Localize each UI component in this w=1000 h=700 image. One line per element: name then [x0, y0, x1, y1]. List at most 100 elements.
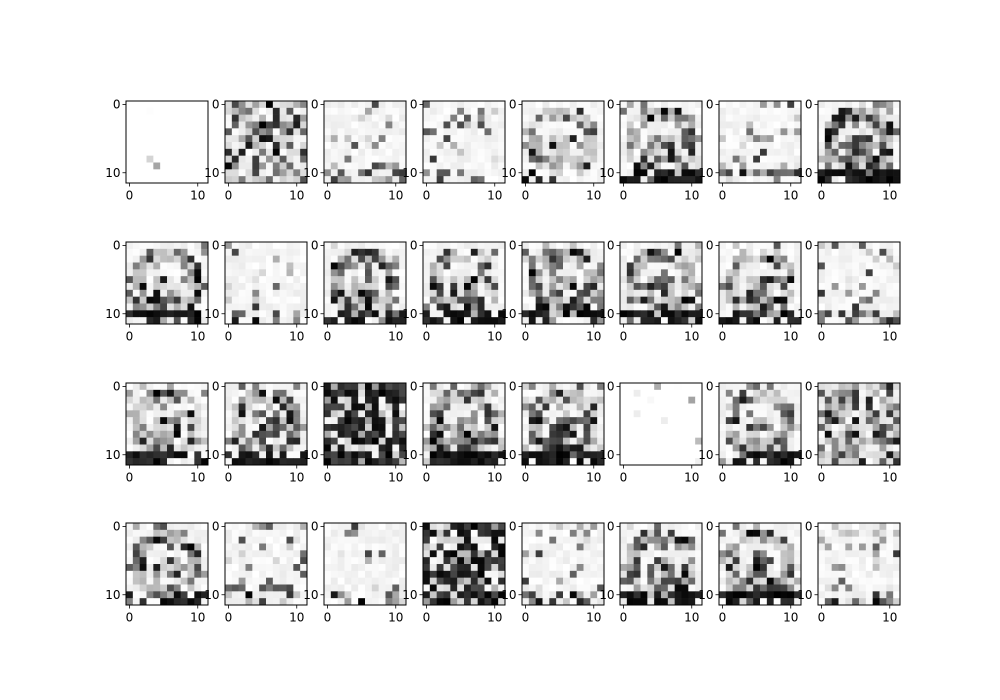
heatmap-cell — [392, 135, 400, 143]
heatmap-cell — [436, 107, 444, 115]
heatmap-cell — [266, 417, 274, 425]
heatmap-cell — [371, 248, 379, 256]
heatmap-cell — [259, 383, 267, 391]
heatmap-cell — [647, 543, 655, 551]
heatmap-cell — [838, 317, 846, 325]
heatmap-cell — [443, 114, 451, 122]
heatmap-cell — [385, 248, 393, 256]
heatmap-cell — [794, 598, 802, 606]
heatmap-cell — [590, 550, 598, 558]
heatmap-cell — [773, 262, 781, 270]
heatmap-cell — [330, 114, 338, 122]
heatmap-cell — [633, 536, 641, 544]
heatmap-cell — [528, 303, 536, 311]
heatmap-cell — [620, 317, 628, 325]
heatmap-cell — [358, 383, 366, 391]
heatmap-cell — [556, 310, 564, 318]
heatmap-cell — [556, 444, 564, 452]
heatmap-cell — [528, 430, 536, 438]
heatmap-cell — [443, 451, 451, 459]
heatmap-cell — [330, 169, 338, 177]
heatmap-cell — [818, 269, 826, 277]
heatmap-cell — [893, 543, 901, 551]
heatmap-cell — [153, 584, 161, 592]
heatmap-cell — [252, 303, 260, 311]
heatmap-cell — [436, 451, 444, 459]
heatmap-cell — [787, 169, 795, 177]
heatmap-cell — [872, 458, 880, 466]
heatmap-cell — [365, 536, 373, 544]
heatmap-cell — [838, 162, 846, 170]
heatmap-cell — [766, 430, 774, 438]
heatmap-cell — [852, 303, 860, 311]
heatmap-cell — [695, 564, 703, 572]
heatmap-cell — [132, 389, 140, 397]
heatmap-cell — [201, 458, 209, 466]
heatmap-cell — [399, 584, 407, 592]
heatmap-cell — [893, 155, 901, 163]
heatmap-cell — [688, 248, 696, 256]
heatmap-cell — [661, 396, 669, 404]
heatmap-cell — [674, 155, 682, 163]
heatmap-cell — [238, 529, 246, 537]
heatmap-cell — [344, 283, 352, 291]
heatmap-cell — [423, 121, 431, 129]
heatmap-cell — [563, 155, 571, 163]
heatmap-cell — [640, 276, 648, 284]
heatmap-cell — [187, 570, 195, 578]
heatmap-cell — [126, 114, 134, 122]
heatmap-cell — [760, 242, 768, 250]
heatmap-cell — [667, 135, 675, 143]
heatmap-cell — [528, 269, 536, 277]
heatmap-cell — [324, 169, 332, 177]
heatmap-cell — [324, 283, 332, 291]
heatmap-cell — [173, 591, 181, 599]
heatmap-cell — [484, 458, 492, 466]
heatmap-cell — [399, 169, 407, 177]
heatmap-cell — [457, 155, 465, 163]
heatmap-cell — [464, 114, 472, 122]
heatmap-cell — [245, 598, 253, 606]
heatmap-cell — [865, 444, 873, 452]
heatmap-cell — [399, 242, 407, 250]
heatmap-cell — [477, 276, 485, 284]
heatmap-cell — [498, 162, 506, 170]
heatmap-cell — [173, 296, 181, 304]
heatmap-cell — [180, 262, 188, 270]
heatmap-cell — [590, 121, 598, 129]
heatmap-cell — [146, 577, 154, 585]
heatmap-cell — [443, 262, 451, 270]
heatmap-cell — [484, 444, 492, 452]
heatmap-cell — [576, 169, 584, 177]
heatmap-cell — [378, 444, 386, 452]
heatmap-cell — [266, 410, 274, 418]
heatmap-cell — [470, 458, 478, 466]
heatmap-cell — [620, 458, 628, 466]
heatmap-cell — [688, 169, 696, 177]
heatmap-cell — [522, 135, 530, 143]
heatmap-cell — [399, 403, 407, 411]
heatmap-cell — [351, 101, 359, 109]
heatmap-cell — [583, 523, 591, 531]
heatmap-cell — [337, 458, 345, 466]
heatmap-cell — [392, 128, 400, 136]
heatmap-cell — [378, 269, 386, 277]
heatmap-cell — [272, 303, 280, 311]
heatmap-cell — [272, 148, 280, 156]
heatmap-cell — [753, 410, 761, 418]
heatmap-cell — [259, 142, 267, 150]
heatmap-cell — [194, 242, 202, 250]
heatmap-cell — [300, 451, 308, 459]
heatmap-cell — [535, 577, 543, 585]
heatmap-cell — [535, 424, 543, 432]
heatmap-cell — [865, 417, 873, 425]
heatmap-cell — [201, 107, 209, 115]
heatmap-cell — [423, 242, 431, 250]
heatmap-cell — [563, 128, 571, 136]
heatmap-cell — [399, 529, 407, 537]
heatmap-cell — [695, 269, 703, 277]
heatmap-cell — [399, 396, 407, 404]
heatmap-cell — [491, 317, 499, 325]
heatmap-cell — [429, 564, 437, 572]
